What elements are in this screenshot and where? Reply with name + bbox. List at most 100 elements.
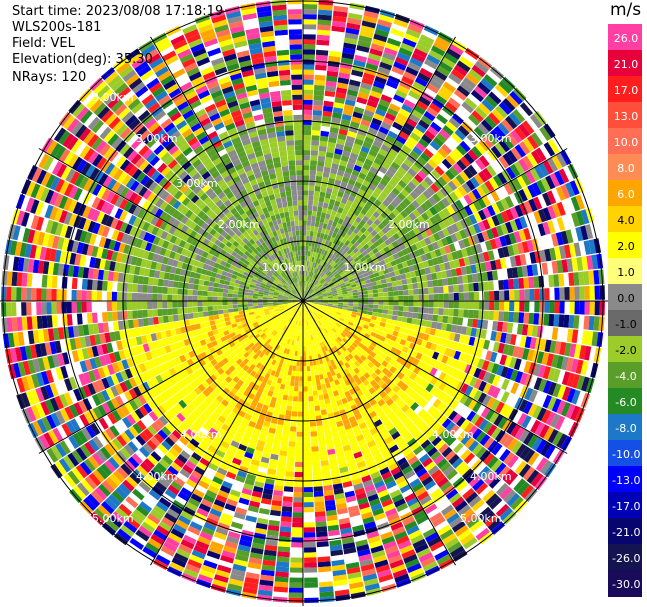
velocity-gate: [568, 315, 575, 329]
velocity-gate: [437, 176, 448, 187]
velocity-gate: [353, 164, 362, 172]
velocity-gate: [442, 125, 454, 136]
velocity-gate: [433, 40, 448, 52]
velocity-gate: [477, 209, 487, 221]
velocity-gate: [326, 291, 333, 295]
velocity-gate: [307, 298, 313, 300]
velocity-gate: [539, 126, 552, 141]
velocity-gate: [299, 376, 303, 382]
velocity-gate: [338, 241, 345, 248]
velocity-gate: [451, 212, 460, 223]
velocity-gate: [476, 185, 486, 198]
velocity-gate: [325, 151, 334, 159]
velocity-gate: [573, 315, 580, 329]
velocity-gate: [509, 163, 521, 177]
velocity-gate: [588, 316, 595, 331]
velocity-gate: [485, 261, 492, 272]
velocity-gate: [327, 272, 333, 278]
velocity-gate: [547, 220, 556, 234]
velocity-gate: [593, 316, 600, 331]
velocity-gate: [303, 426, 310, 432]
velocity-gate: [380, 278, 387, 284]
velocity-gate: [323, 261, 328, 268]
velocity-gate: [573, 242, 582, 257]
velocity-gate: [318, 440, 326, 447]
velocity-gate: [326, 288, 332, 292]
velocity-gate: [295, 371, 300, 377]
velocity-gate: [304, 291, 307, 297]
velocity-gate: [580, 225, 589, 241]
velocity-gate: [406, 194, 415, 203]
velocity-gate: [370, 264, 377, 270]
velocity-gate: [561, 259, 569, 273]
velocity-gate: [309, 282, 313, 288]
velocity-gate: [362, 72, 376, 81]
velocity-gate: [313, 268, 318, 274]
velocity-gate: [366, 199, 374, 208]
velocity-gate: [598, 269, 605, 285]
velocity-gate: [441, 56, 456, 69]
velocity-gate: [320, 186, 327, 193]
velocity-gate: [360, 233, 367, 241]
velocity-gate: [330, 275, 336, 281]
velocity-gate: [424, 162, 435, 173]
velocity-gate: [350, 190, 358, 198]
velocity-gate: [312, 236, 317, 242]
velocity-gate: [314, 288, 320, 293]
velocity-gate: [306, 292, 310, 298]
velocity-gate: [481, 230, 490, 242]
velocity-gate: [393, 301, 399, 306]
velocity-gate: [321, 383, 327, 390]
velocity-gate: [227, 308, 234, 313]
velocity-gate: [385, 318, 392, 325]
velocity-gate: [412, 312, 419, 319]
velocity-gate: [397, 250, 404, 258]
velocity-gate: [499, 235, 507, 247]
velocity-gate: [167, 315, 174, 323]
velocity-gate: [400, 162, 411, 172]
velocity-gate: [424, 58, 438, 70]
velocity-gate: [383, 292, 389, 297]
velocity-gate: [586, 331, 594, 346]
velocity-gate: [402, 311, 409, 318]
velocity-gate: [431, 272, 438, 280]
velocity-gate: [474, 106, 488, 119]
velocity-gate: [303, 49, 316, 55]
velocity-gate: [309, 165, 317, 171]
velocity-gate: [326, 146, 335, 154]
velocity-gate: [420, 202, 429, 212]
velocity-gate: [388, 148, 399, 158]
velocity-gate: [294, 466, 303, 473]
velocity-gate: [341, 244, 348, 250]
velocity-gate: [406, 246, 414, 254]
velocity-gate: [308, 350, 312, 356]
velocity-gate: [400, 235, 408, 243]
velocity-gate: [338, 261, 344, 268]
velocity-gate: [303, 150, 311, 156]
velocity-gate: [308, 271, 311, 277]
velocity-gate: [355, 282, 362, 287]
velocity-gate: [544, 248, 552, 262]
velocity-gate: [397, 192, 406, 201]
velocity-gate: [446, 215, 456, 225]
velocity-gate: [364, 263, 371, 269]
velocity-gate: [307, 295, 312, 299]
velocity-gate: [389, 228, 397, 236]
velocity-gate: [523, 277, 530, 289]
velocity-gate: [539, 301, 545, 313]
velocity-gate: [285, 466, 295, 472]
velocity-gate: [374, 251, 382, 258]
velocity-gate: [278, 536, 291, 543]
velocity-gate: [407, 181, 417, 191]
velocity-gate: [316, 170, 323, 177]
velocity-gate: [349, 79, 361, 87]
velocity-gate: [362, 15, 378, 24]
velocity-gate: [319, 271, 324, 277]
velocity-gate: [408, 289, 414, 295]
velocity-gate: [507, 245, 515, 257]
velocity-gate: [378, 301, 384, 305]
velocity-gate: [326, 278, 332, 284]
velocity-gate: [343, 298, 349, 301]
velocity-gate: [441, 143, 452, 155]
velocity-gate: [197, 311, 204, 318]
